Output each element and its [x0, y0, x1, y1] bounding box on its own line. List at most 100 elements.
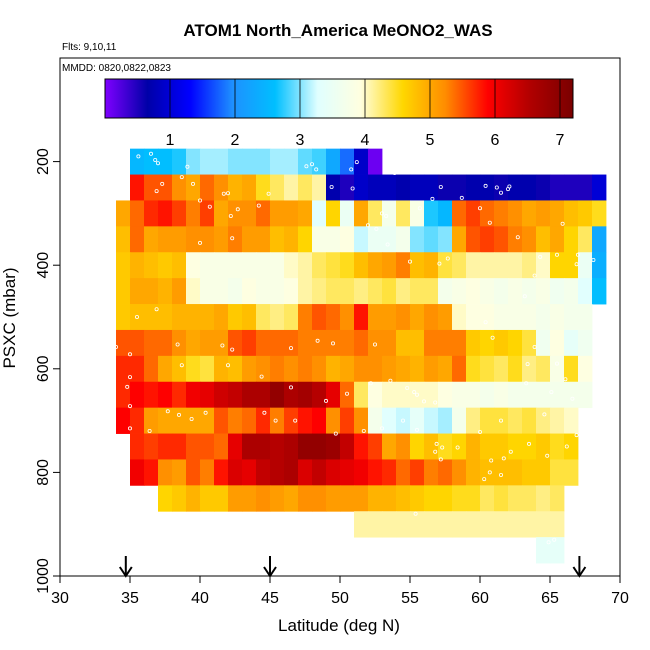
heatmap-cell	[200, 459, 215, 486]
heatmap-cell	[340, 148, 355, 175]
heatmap-cell	[466, 329, 481, 357]
heatmap-cell	[410, 433, 425, 460]
sample-marker	[288, 346, 293, 351]
heatmap-cell	[186, 459, 201, 486]
heatmap-cell	[452, 252, 467, 279]
heatmap-cell	[242, 148, 257, 175]
chart-title: ATOM1 North_America MeONO2_WAS	[183, 21, 492, 40]
heatmap-cell	[522, 304, 537, 331]
heatmap-cell	[438, 200, 453, 227]
sample-marker	[293, 418, 298, 423]
heatmap-cell	[158, 226, 173, 253]
colorbar-tick-label: 6	[491, 132, 500, 149]
sample-marker	[477, 206, 482, 211]
heatmap-cell	[564, 459, 579, 486]
heatmap-cell	[522, 329, 537, 357]
sample-marker	[532, 344, 537, 349]
heatmap-cell	[578, 329, 593, 357]
sample-marker	[361, 428, 366, 433]
heatmap-cell	[242, 304, 257, 331]
heatmap-cell	[466, 252, 481, 279]
sample-marker	[524, 381, 529, 386]
heatmap-cell	[158, 252, 173, 279]
colorbar-tick-label: 5	[426, 132, 435, 149]
heatmap-cell	[508, 278, 523, 305]
heatmap-cell	[186, 381, 201, 409]
heatmap-cell	[564, 381, 579, 409]
heatmap-cell	[480, 304, 495, 331]
heatmap-cell	[270, 459, 285, 486]
y-tick-label: 800	[35, 459, 52, 486]
heatmap-cell	[298, 329, 313, 357]
heatmap-cell	[256, 174, 271, 201]
heatmap-cell	[270, 329, 285, 357]
sample-marker	[127, 352, 132, 357]
heatmap-cell	[368, 174, 383, 201]
heatmap-cell	[452, 200, 467, 227]
heatmap-cell	[312, 407, 327, 434]
heatmap-cell	[410, 252, 425, 279]
heatmap-cell	[326, 433, 341, 460]
heatmap-cell	[368, 381, 383, 409]
heatmap-cell	[382, 355, 397, 383]
heatmap-cell	[270, 226, 285, 253]
heatmap-cell	[200, 148, 215, 175]
heatmap-cell	[438, 329, 453, 357]
heatmap-cell	[130, 226, 145, 253]
heatmap-cell	[186, 355, 201, 383]
sample-marker	[384, 213, 389, 218]
x-tick-label: 35	[121, 590, 139, 607]
heatmap-cell	[508, 381, 523, 409]
heatmap-cell	[186, 278, 201, 305]
heatmap-cell	[284, 200, 299, 227]
sample-marker	[207, 204, 212, 209]
heatmap-cell	[382, 459, 397, 486]
heatmap-cell	[494, 485, 509, 512]
sample-marker	[354, 160, 359, 165]
sample-marker	[148, 151, 153, 156]
heatmap-cell	[354, 278, 369, 305]
heatmap-cell	[172, 381, 187, 409]
heatmap-cell	[326, 304, 341, 331]
heatmap-cell	[466, 278, 481, 305]
sample-marker	[400, 418, 405, 423]
heatmap-cell	[200, 226, 215, 253]
heatmap-cell	[424, 329, 439, 357]
sample-marker	[445, 256, 450, 261]
flight-arrows	[118, 556, 587, 578]
heatmap-cell	[354, 407, 369, 434]
heatmap-cell	[270, 485, 285, 512]
heatmap-cell	[312, 433, 327, 460]
heatmap-cell	[592, 278, 607, 305]
heatmap-cell	[172, 459, 187, 486]
heatmap-cell	[228, 304, 243, 331]
heatmap-cell	[550, 433, 565, 460]
heatmap-cell	[214, 433, 229, 460]
x-tick-label: 70	[611, 590, 629, 607]
heatmap-cell	[536, 511, 551, 538]
heatmap-cell	[284, 407, 299, 434]
heatmap-cell	[410, 278, 425, 305]
heatmap-cell	[522, 355, 537, 383]
sample-marker	[330, 341, 335, 346]
heatmap-cell	[130, 329, 145, 357]
heatmap-cell	[494, 278, 509, 305]
heatmap-cell	[340, 329, 355, 357]
heatmap-cell	[578, 355, 593, 383]
sample-marker	[197, 198, 202, 203]
heatmap-cell	[144, 381, 159, 409]
sample-marker	[165, 409, 170, 414]
heatmap-cell	[536, 304, 551, 331]
heatmap-cell	[340, 433, 355, 460]
heatmap-cell	[312, 329, 327, 357]
heatmap-cell	[158, 278, 173, 305]
heatmap-cell	[536, 226, 551, 253]
sample-marker	[315, 338, 320, 343]
heatmap-cell	[424, 433, 439, 460]
sample-marker	[505, 187, 510, 192]
y-tick-label: 200	[35, 148, 52, 175]
sample-marker	[437, 261, 442, 266]
heatmap-cell	[228, 459, 243, 486]
heatmap-cell	[410, 485, 425, 512]
heatmap-cell	[522, 252, 537, 279]
